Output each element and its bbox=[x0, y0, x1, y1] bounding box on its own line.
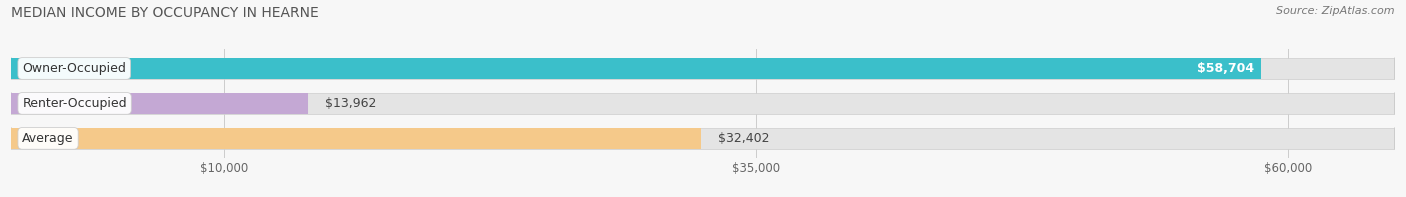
Text: $13,962: $13,962 bbox=[325, 97, 377, 110]
Text: Average: Average bbox=[22, 132, 75, 145]
Bar bbox=[11, 58, 1261, 79]
Text: Renter-Occupied: Renter-Occupied bbox=[22, 97, 127, 110]
Bar bbox=[11, 93, 308, 114]
Text: Owner-Occupied: Owner-Occupied bbox=[22, 62, 127, 75]
Text: $32,402: $32,402 bbox=[717, 132, 769, 145]
Bar bbox=[11, 127, 1395, 149]
Text: Source: ZipAtlas.com: Source: ZipAtlas.com bbox=[1277, 6, 1395, 16]
Bar bbox=[11, 127, 702, 149]
Bar bbox=[11, 58, 1395, 79]
Bar bbox=[11, 93, 1395, 114]
Text: MEDIAN INCOME BY OCCUPANCY IN HEARNE: MEDIAN INCOME BY OCCUPANCY IN HEARNE bbox=[11, 6, 319, 20]
Text: $58,704: $58,704 bbox=[1197, 62, 1254, 75]
